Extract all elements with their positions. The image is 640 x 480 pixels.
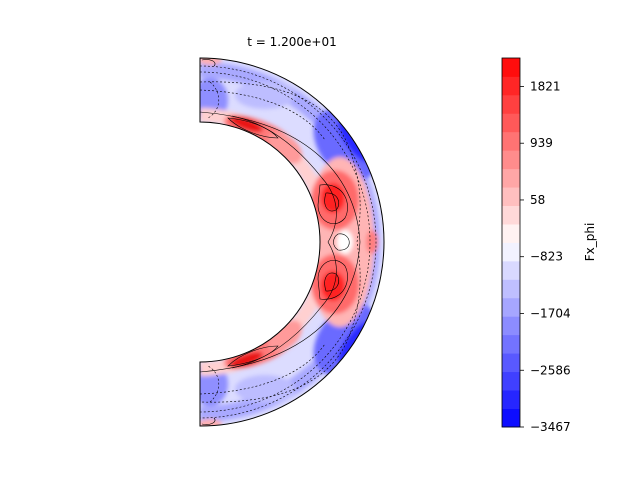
colorbar-bin	[502, 334, 520, 354]
colorbar-bin	[502, 168, 520, 188]
colorbar-bin	[502, 316, 520, 336]
contour-neg-2	[200, 71, 371, 413]
mid-negative-upper	[235, 81, 295, 109]
upper-polar-positive-core	[228, 115, 264, 133]
colorbar-frame	[501, 57, 521, 428]
mid-negative-lower	[235, 375, 295, 403]
colorbar-bin	[502, 224, 520, 243]
colorbar-bin	[502, 76, 520, 96]
colorbar-tick-label: 939	[530, 136, 553, 150]
contour-pos-8	[227, 345, 279, 367]
contour-pos-7	[227, 117, 279, 139]
contour-pos-2	[231, 115, 337, 369]
colorbar-bin	[502, 260, 520, 280]
colorbar-bin	[502, 94, 520, 114]
contour-pos-6	[324, 272, 339, 292]
lower-polar-positive-core	[228, 351, 264, 369]
contour-neg-7	[207, 365, 220, 403]
contour-pos-1	[200, 111, 361, 373]
contour-neg-5	[200, 343, 326, 395]
field-blobs	[200, 58, 380, 426]
colorbar-bin	[502, 279, 520, 299]
shell-outline	[199, 57, 385, 427]
colorbar-tick-label: 58	[530, 193, 545, 207]
colorbar-bin	[502, 242, 520, 262]
contour-neg-3	[200, 81, 361, 403]
outer-equator-red	[366, 230, 378, 254]
colorbar-bin	[502, 58, 520, 77]
inner-positive-band	[200, 108, 334, 376]
colorbar-bin	[502, 371, 520, 391]
chart-title: t = 1.200e+01	[247, 35, 336, 49]
colorbar-bin	[502, 113, 520, 133]
contour-neg-1	[200, 65, 377, 419]
colorbar-bin	[502, 390, 520, 409]
contour-pos-10	[201, 59, 216, 67]
colorbar-tick-label: −3467	[530, 420, 571, 434]
equatorial-white-spot	[337, 230, 353, 254]
colorbar-bins	[502, 58, 520, 428]
colorbar-label: Fx_phi	[583, 223, 597, 262]
colorbar-bin	[502, 150, 520, 170]
colorbar-bin	[502, 187, 520, 206]
colorbar-tick-label: −823	[530, 250, 563, 264]
shell-plot	[199, 57, 385, 427]
colorbar-ticks: −3467 −2586 −1704 −823 58 939 1821	[520, 79, 571, 434]
colorbar-bin	[502, 353, 520, 373]
colorbar-tick-label: 1821	[530, 79, 561, 93]
contour-neg-4	[200, 89, 326, 141]
colorbar-bin	[502, 131, 520, 151]
contour-pos-9	[333, 233, 350, 251]
colorbar-tick-label: −2586	[530, 363, 571, 377]
colorbar-tick-label: −1704	[530, 306, 571, 320]
contour-pos-5	[324, 192, 339, 212]
colorbar-bin	[502, 205, 520, 225]
colorbar-bin	[502, 408, 520, 428]
contour-pos-11	[201, 417, 216, 425]
contour-neg-6	[207, 81, 220, 119]
colorbar-bin	[502, 297, 520, 317]
colorbar: −3467 −2586 −1704 −823 58 939 1821 Fx_phi	[501, 57, 597, 434]
